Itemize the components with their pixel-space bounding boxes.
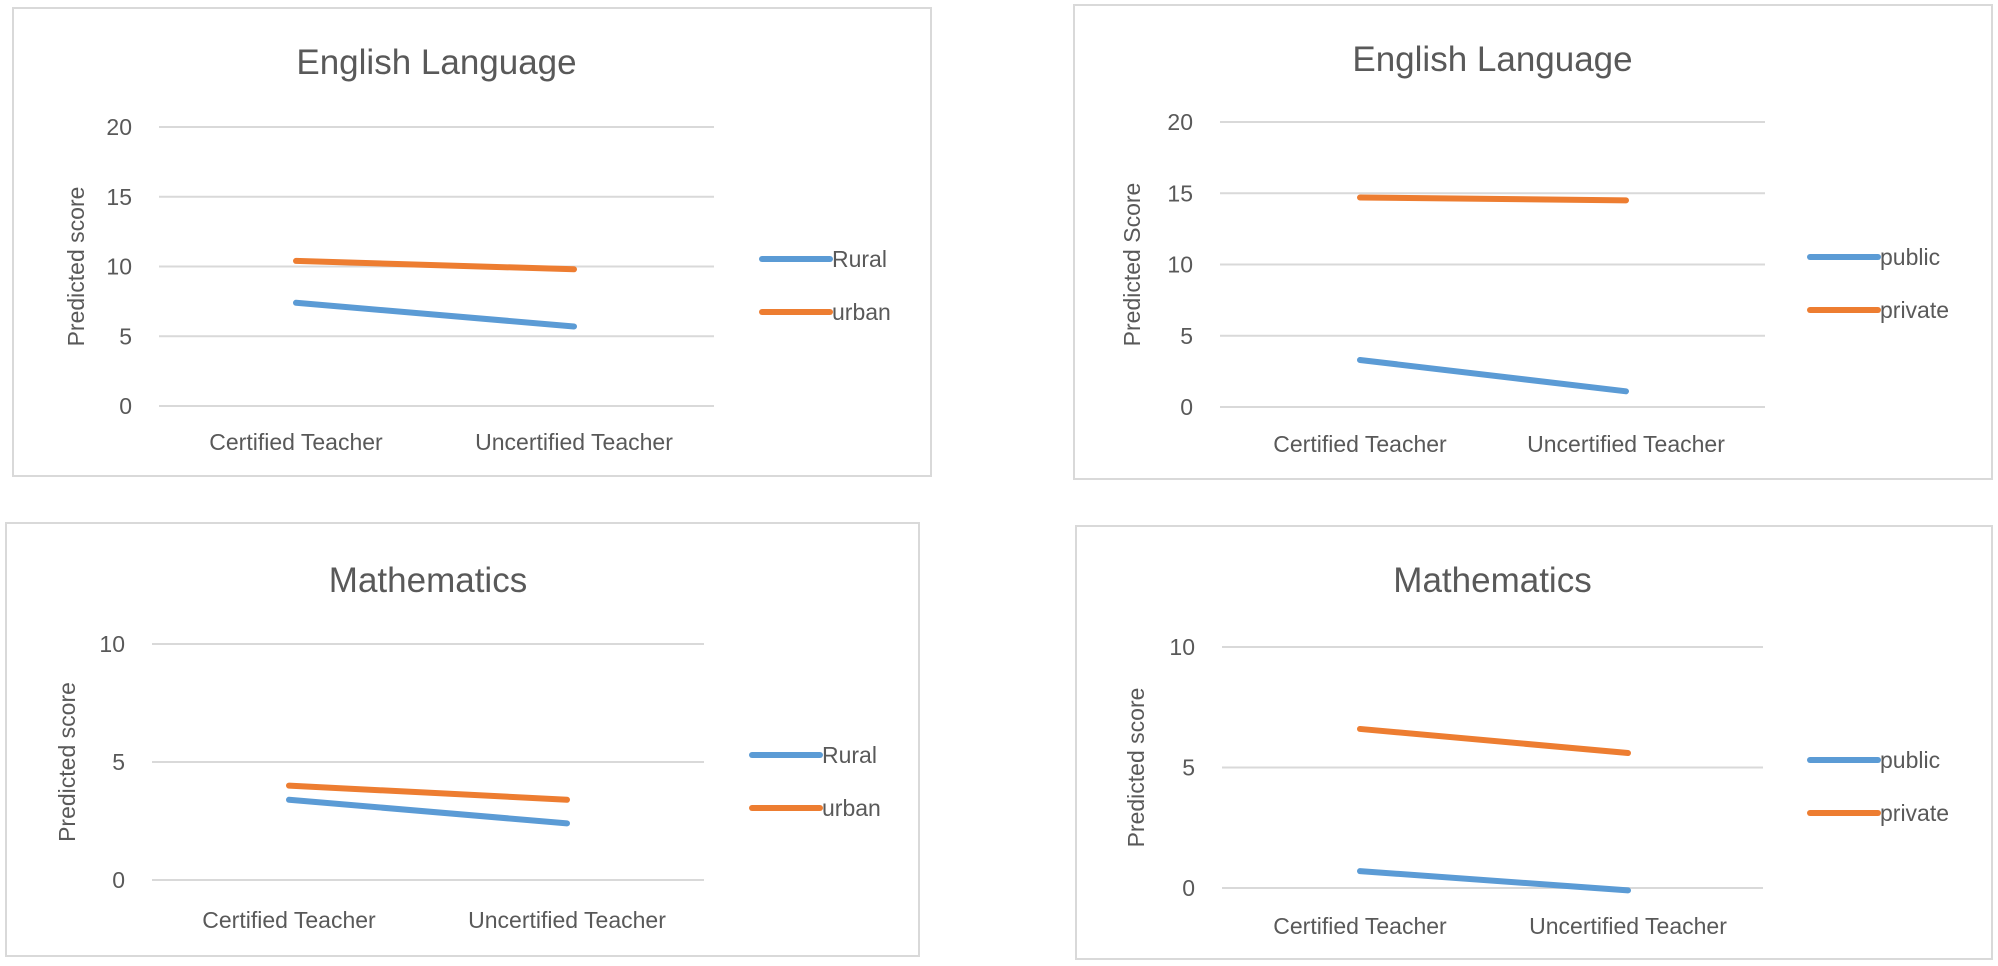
y-axis-label: Predicted score: [1123, 688, 1149, 848]
y-axis-label: Predicted score: [54, 682, 80, 842]
series-lines: [1357, 725, 1631, 894]
chart-svg: English Language Predicted Score 0 5 10 15 2…: [1119, 40, 1949, 457]
chart-title: English Language: [1352, 40, 1632, 79]
chart-svg: English Language Predicted score 0 5 10 15 2…: [63, 43, 891, 455]
x-tick-labels: Certified Teacher Uncertified Teacher: [1273, 913, 1727, 939]
legend: Rural urban: [749, 742, 881, 821]
chart-math-rural-urban: Mathematics Predicted score 0 5 10 Certifi…: [5, 522, 920, 957]
y-tick-label: 5: [112, 749, 125, 775]
chart-svg: Mathematics Predicted score 0 5 10 Certifi…: [54, 561, 881, 933]
y-tick-label: 10: [106, 254, 132, 280]
chart-math-public-private: Mathematics Predicted score 0 5 10 Certifi…: [1075, 525, 1993, 960]
y-tick-labels: 0 5 10 15 20: [1167, 109, 1193, 420]
series-line-rural: [293, 299, 577, 330]
y-tick-labels: 0 5 10 15 20: [106, 114, 132, 419]
chart-title: English Language: [296, 43, 576, 82]
x-tick-label: Certified Teacher: [1273, 913, 1447, 939]
x-tick-label: Certified Teacher: [209, 429, 383, 455]
series-line-private: [1357, 194, 1629, 204]
x-tick-labels: Certified Teacher Uncertified Teacher: [202, 907, 666, 933]
x-tick-label: Uncertified Teacher: [1527, 431, 1725, 457]
series-lines: [286, 782, 570, 827]
chart-title: Mathematics: [1393, 561, 1591, 600]
legend-label: public: [1880, 244, 1940, 270]
y-tick-label: 10: [1169, 634, 1195, 660]
series-line-urban: [286, 782, 570, 803]
gridlines: [1222, 646, 1763, 889]
legend-label: public: [1880, 747, 1940, 773]
series-line-private: [1357, 725, 1631, 757]
legend-label: private: [1880, 297, 1949, 323]
chart-svg: Mathematics Predicted score 0 5 10 Certifi…: [1123, 561, 1949, 939]
y-tick-label: 0: [1180, 394, 1193, 420]
series-line-public: [1357, 356, 1629, 395]
x-tick-label: Certified Teacher: [1273, 431, 1447, 457]
legend-label: urban: [822, 795, 881, 821]
x-tick-label: Uncertified Teacher: [475, 429, 673, 455]
chart-english-public-private: English Language Predicted Score 0 5 10 15 2…: [1073, 4, 1993, 480]
legend: public private: [1807, 747, 1949, 826]
legend: public private: [1807, 244, 1949, 323]
x-tick-labels: Certified Teacher Uncertified Teacher: [1273, 431, 1725, 457]
chart-title: Mathematics: [329, 561, 527, 600]
x-tick-label: Uncertified Teacher: [468, 907, 666, 933]
x-tick-labels: Certified Teacher Uncertified Teacher: [209, 429, 673, 455]
legend-label: Rural: [822, 742, 877, 768]
gridlines: [1220, 121, 1765, 408]
series-lines: [293, 257, 577, 330]
series-lines: [1357, 194, 1629, 395]
legend: Rural urban: [759, 246, 891, 325]
x-tick-label: Uncertified Teacher: [1529, 913, 1727, 939]
y-tick-label: 15: [106, 184, 132, 210]
series-line-public: [1357, 868, 1631, 894]
series-line-rural: [286, 796, 570, 827]
legend-label: private: [1880, 800, 1949, 826]
y-tick-label: 5: [119, 323, 132, 349]
chart-english-rural-urban: English Language Predicted score 0 5 10 15 2…: [12, 7, 932, 477]
legend-label: Rural: [832, 246, 887, 272]
y-tick-labels: 0 5 10: [99, 631, 125, 893]
y-tick-label: 0: [112, 867, 125, 893]
y-tick-labels: 0 5 10: [1169, 634, 1195, 901]
x-tick-label: Certified Teacher: [202, 907, 376, 933]
series-line-urban: [293, 257, 577, 273]
y-axis-label: Predicted Score: [1119, 183, 1145, 347]
y-tick-label: 0: [1182, 875, 1195, 901]
y-tick-label: 20: [106, 114, 132, 140]
y-tick-label: 15: [1167, 180, 1193, 206]
y-tick-label: 5: [1180, 323, 1193, 349]
y-tick-label: 10: [99, 631, 125, 657]
legend-label: urban: [832, 299, 891, 325]
gridlines: [152, 643, 704, 881]
y-tick-label: 20: [1167, 109, 1193, 135]
y-axis-label: Predicted score: [63, 187, 89, 347]
y-tick-label: 0: [119, 393, 132, 419]
y-tick-label: 10: [1167, 252, 1193, 278]
y-tick-label: 5: [1182, 755, 1195, 781]
